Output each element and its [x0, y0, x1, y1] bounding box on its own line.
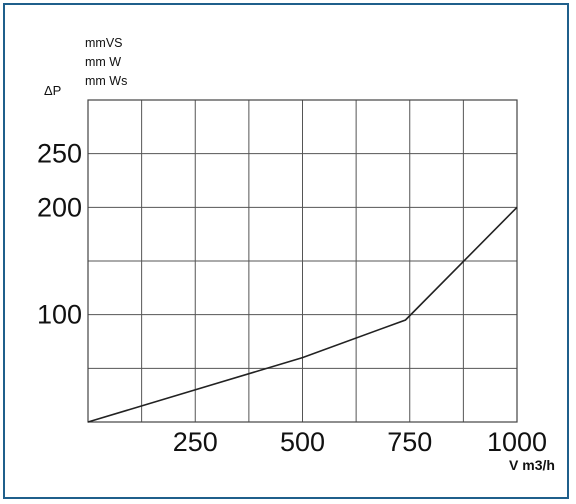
y-axis-units: mmVS mm W mm Ws [85, 36, 127, 88]
y-tick-label: 100 [37, 300, 82, 330]
x-tick-label: 1000 [487, 427, 547, 457]
x-tick-label: 250 [173, 427, 218, 457]
y-unit-label: mmVS [85, 36, 123, 50]
x-tick-label: 500 [280, 427, 325, 457]
x-tick-label: 750 [387, 427, 432, 457]
y-unit-label: mm Ws [85, 74, 127, 88]
y-tick-label: 200 [37, 192, 82, 222]
plot-area [87, 99, 518, 423]
x-tick-labels: 250 500 750 1000 [173, 427, 547, 457]
x-axis-unit: V m3/h [509, 457, 555, 473]
y-axis-symbol: ΔP [44, 83, 61, 98]
grid [87, 99, 518, 423]
y-tick-label: 250 [37, 139, 82, 169]
series-line [87, 206, 518, 423]
y-tick-labels: 100 200 250 [37, 139, 82, 330]
y-unit-label: mm W [85, 55, 121, 69]
plot-border [87, 99, 518, 423]
